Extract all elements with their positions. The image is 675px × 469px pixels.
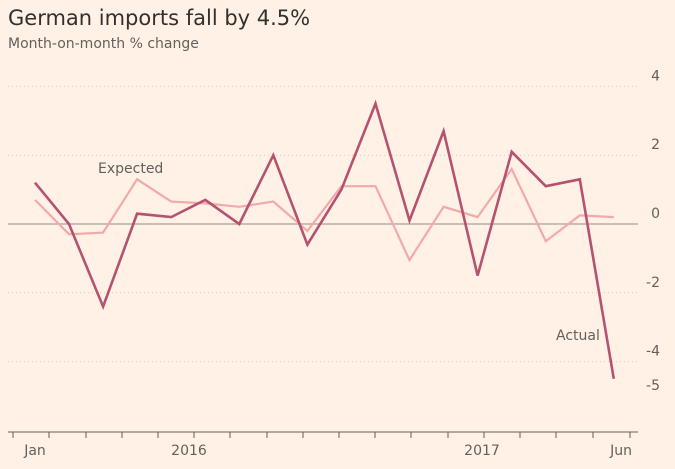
- x-tick-label-2: 2017: [464, 443, 500, 459]
- x-tick-label-3: Jun: [609, 443, 632, 459]
- y-tick-label-1: 2: [651, 137, 660, 153]
- y-tick-label-4: -4: [646, 344, 660, 360]
- series-label-actual: Actual: [556, 328, 600, 344]
- x-axis: Jan 2016 2017 Jun: [8, 431, 638, 459]
- y-tick-label-0: 4: [651, 68, 660, 84]
- x-tick-label-0: Jan: [23, 443, 46, 459]
- series-lines: [33, 99, 616, 380]
- y-axis-ticks: 4 2 0 -2 -4 -5: [646, 68, 660, 394]
- gridlines: [8, 85, 638, 363]
- y-tick-label-3: -2: [646, 275, 660, 291]
- y-tick-label-5: -5: [646, 378, 660, 394]
- chart-subtitle: Month-on-month % change: [8, 36, 199, 52]
- series-label-expected: Expected: [98, 161, 163, 177]
- x-tick-label-1: 2016: [171, 443, 207, 459]
- chart-title: German imports fall by 4.5%: [8, 6, 311, 30]
- series-line-actual: [33, 99, 616, 380]
- series-line-expected: [34, 166, 614, 263]
- y-tick-label-2: 0: [651, 206, 660, 222]
